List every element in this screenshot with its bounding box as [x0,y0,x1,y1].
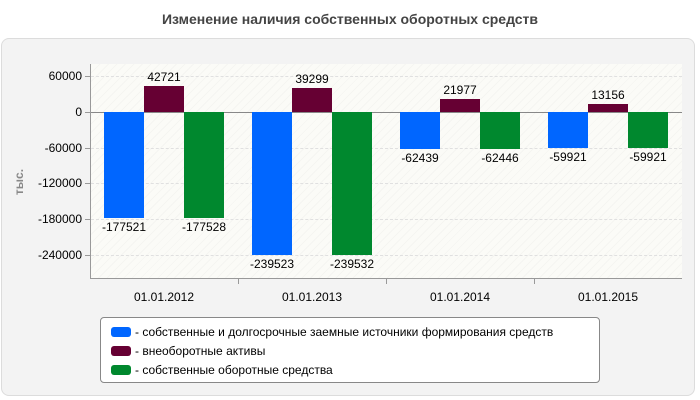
gridline [91,147,682,149]
plot-area [90,64,682,279]
bar-value-label: -177528 [181,219,227,234]
x-tick-mark [386,279,387,284]
y-tick-label: 0 [75,104,82,119]
y-tick-label: -60000 [44,140,82,155]
gridline [91,183,682,185]
x-tick-label: 01.01.2012 [133,290,195,304]
bar-series-2[interactable] [292,88,332,112]
bar-value-label: -239532 [329,256,375,271]
legend-swatch-blue [111,327,131,337]
x-tick-mark [238,279,239,284]
gridline [91,75,682,77]
zero-line [91,111,682,113]
bar-series-1[interactable] [252,111,292,255]
y-tick-label: -120000 [37,176,82,191]
bar-series-3[interactable] [332,111,372,255]
bar-series-2[interactable] [588,103,628,112]
y-tick-mark [85,75,90,77]
legend-item-noncurrent-assets[interactable]: - внеоборотные активы [111,342,265,360]
bar-value-label: -62446 [481,151,519,166]
x-tick-label: 01.01.2015 [577,290,639,304]
legend-label: - собственные и долгосрочные заемные ист… [135,325,554,339]
bar-value-label: 39299 [295,72,329,87]
legend-item-working-capital[interactable]: - собственные оборотные средства [111,361,333,379]
gridline [91,219,682,221]
legend-swatch-maroon [111,346,131,356]
y-tick-mark [85,255,90,257]
bar-value-label: 13156 [591,87,625,102]
bar-series-3[interactable] [480,111,520,150]
legend-label: - собственные оборотные средства [135,363,333,377]
y-tick-mark [85,219,90,221]
bar-series-1[interactable] [104,111,144,218]
bar-series-2[interactable] [144,86,184,112]
bar-series-2[interactable] [440,98,480,112]
bar-value-label: -59921 [629,149,667,164]
bar-series-3[interactable] [184,111,224,218]
chart-title: Изменение наличия собственных оборотных … [161,11,539,27]
gridline [91,255,682,257]
x-tick-label: 01.01.2013 [281,290,343,304]
legend-item-sources[interactable]: - собственные и долгосрочные заемные ист… [111,323,553,341]
bar-value-label: -177521 [101,219,147,234]
y-tick-mark [85,147,90,149]
y-tick-mark [85,111,90,113]
bar-value-label: -239523 [249,256,295,271]
bar-value-label: -62439 [401,151,439,166]
bar-value-label: -59921 [549,149,587,164]
bar-series-1[interactable] [548,111,588,148]
y-tick-mark [85,183,90,185]
y-tick-label: -180000 [37,212,82,227]
legend-label: - внеоборотные активы [135,344,266,358]
y-tick-label: -240000 [37,248,82,263]
bar-series-1[interactable] [400,111,440,150]
bar-value-label: 21977 [443,82,477,97]
bar-series-3[interactable] [628,111,668,148]
legend: - собственные и долгосрочные заемные ист… [100,317,600,383]
legend-swatch-green [111,365,131,375]
x-tick-mark [534,279,535,284]
x-tick-label: 01.01.2014 [429,290,491,304]
y-tick-label: 60000 [48,68,82,83]
bar-value-label: 42721 [147,70,181,85]
